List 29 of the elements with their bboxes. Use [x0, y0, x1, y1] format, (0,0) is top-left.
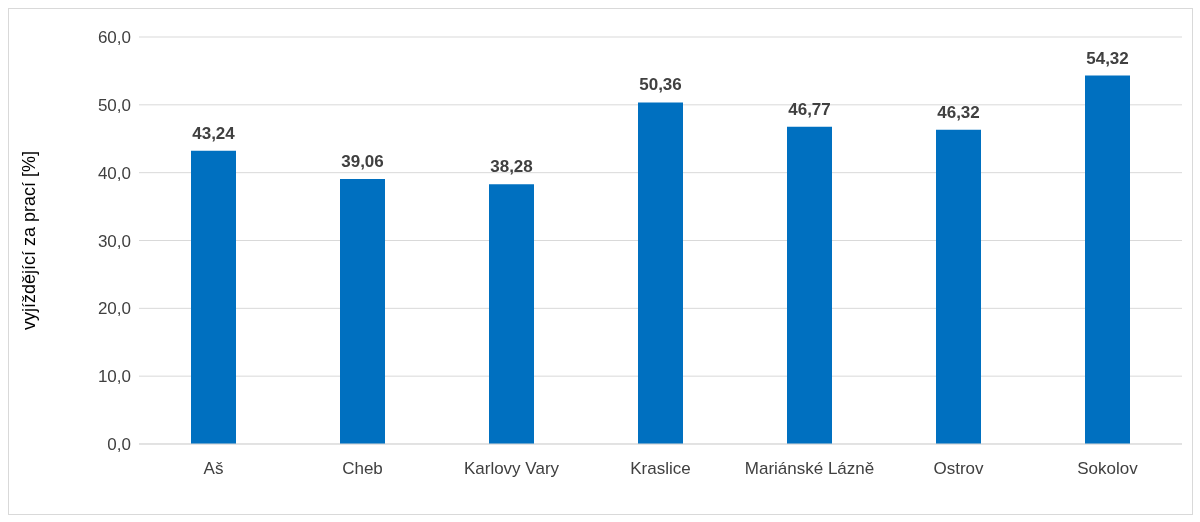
- y-tick-label: 10,0: [97, 367, 131, 387]
- y-tick-label: 60,0: [97, 28, 131, 48]
- data-label: 46,32: [937, 102, 980, 122]
- data-label: 54,32: [1086, 48, 1129, 68]
- y-tick-label: 20,0: [97, 299, 131, 319]
- x-tick-label: Cheb: [342, 459, 383, 479]
- bar: [489, 184, 534, 444]
- data-label: 46,77: [788, 99, 831, 119]
- bar: [787, 126, 832, 444]
- bar: [936, 129, 981, 444]
- y-tick-label: 40,0: [97, 163, 131, 183]
- x-tick-label: Aš: [203, 459, 224, 479]
- x-tick-label: Mariánské Lázně: [744, 459, 875, 479]
- bar: [191, 150, 236, 444]
- bar: [1085, 75, 1130, 444]
- data-label: 50,36: [639, 75, 682, 95]
- bar: [638, 102, 683, 444]
- y-tick-label: 30,0: [97, 231, 131, 251]
- x-tick-label: Sokolov: [1077, 459, 1139, 479]
- y-tick-label: 0,0: [107, 435, 131, 455]
- x-tick-label: Karlovy Vary: [463, 459, 560, 479]
- x-tick-label: Kraslice: [630, 459, 691, 479]
- data-label: 43,24: [192, 123, 236, 143]
- data-label: 39,06: [341, 152, 384, 172]
- data-label: 38,28: [490, 157, 533, 177]
- x-tick-label: Ostrov: [933, 459, 985, 479]
- y-tick-label: 50,0: [97, 95, 131, 115]
- y-axis-title: vyjíždějící za prací [%]: [19, 150, 40, 331]
- bar: [340, 179, 385, 444]
